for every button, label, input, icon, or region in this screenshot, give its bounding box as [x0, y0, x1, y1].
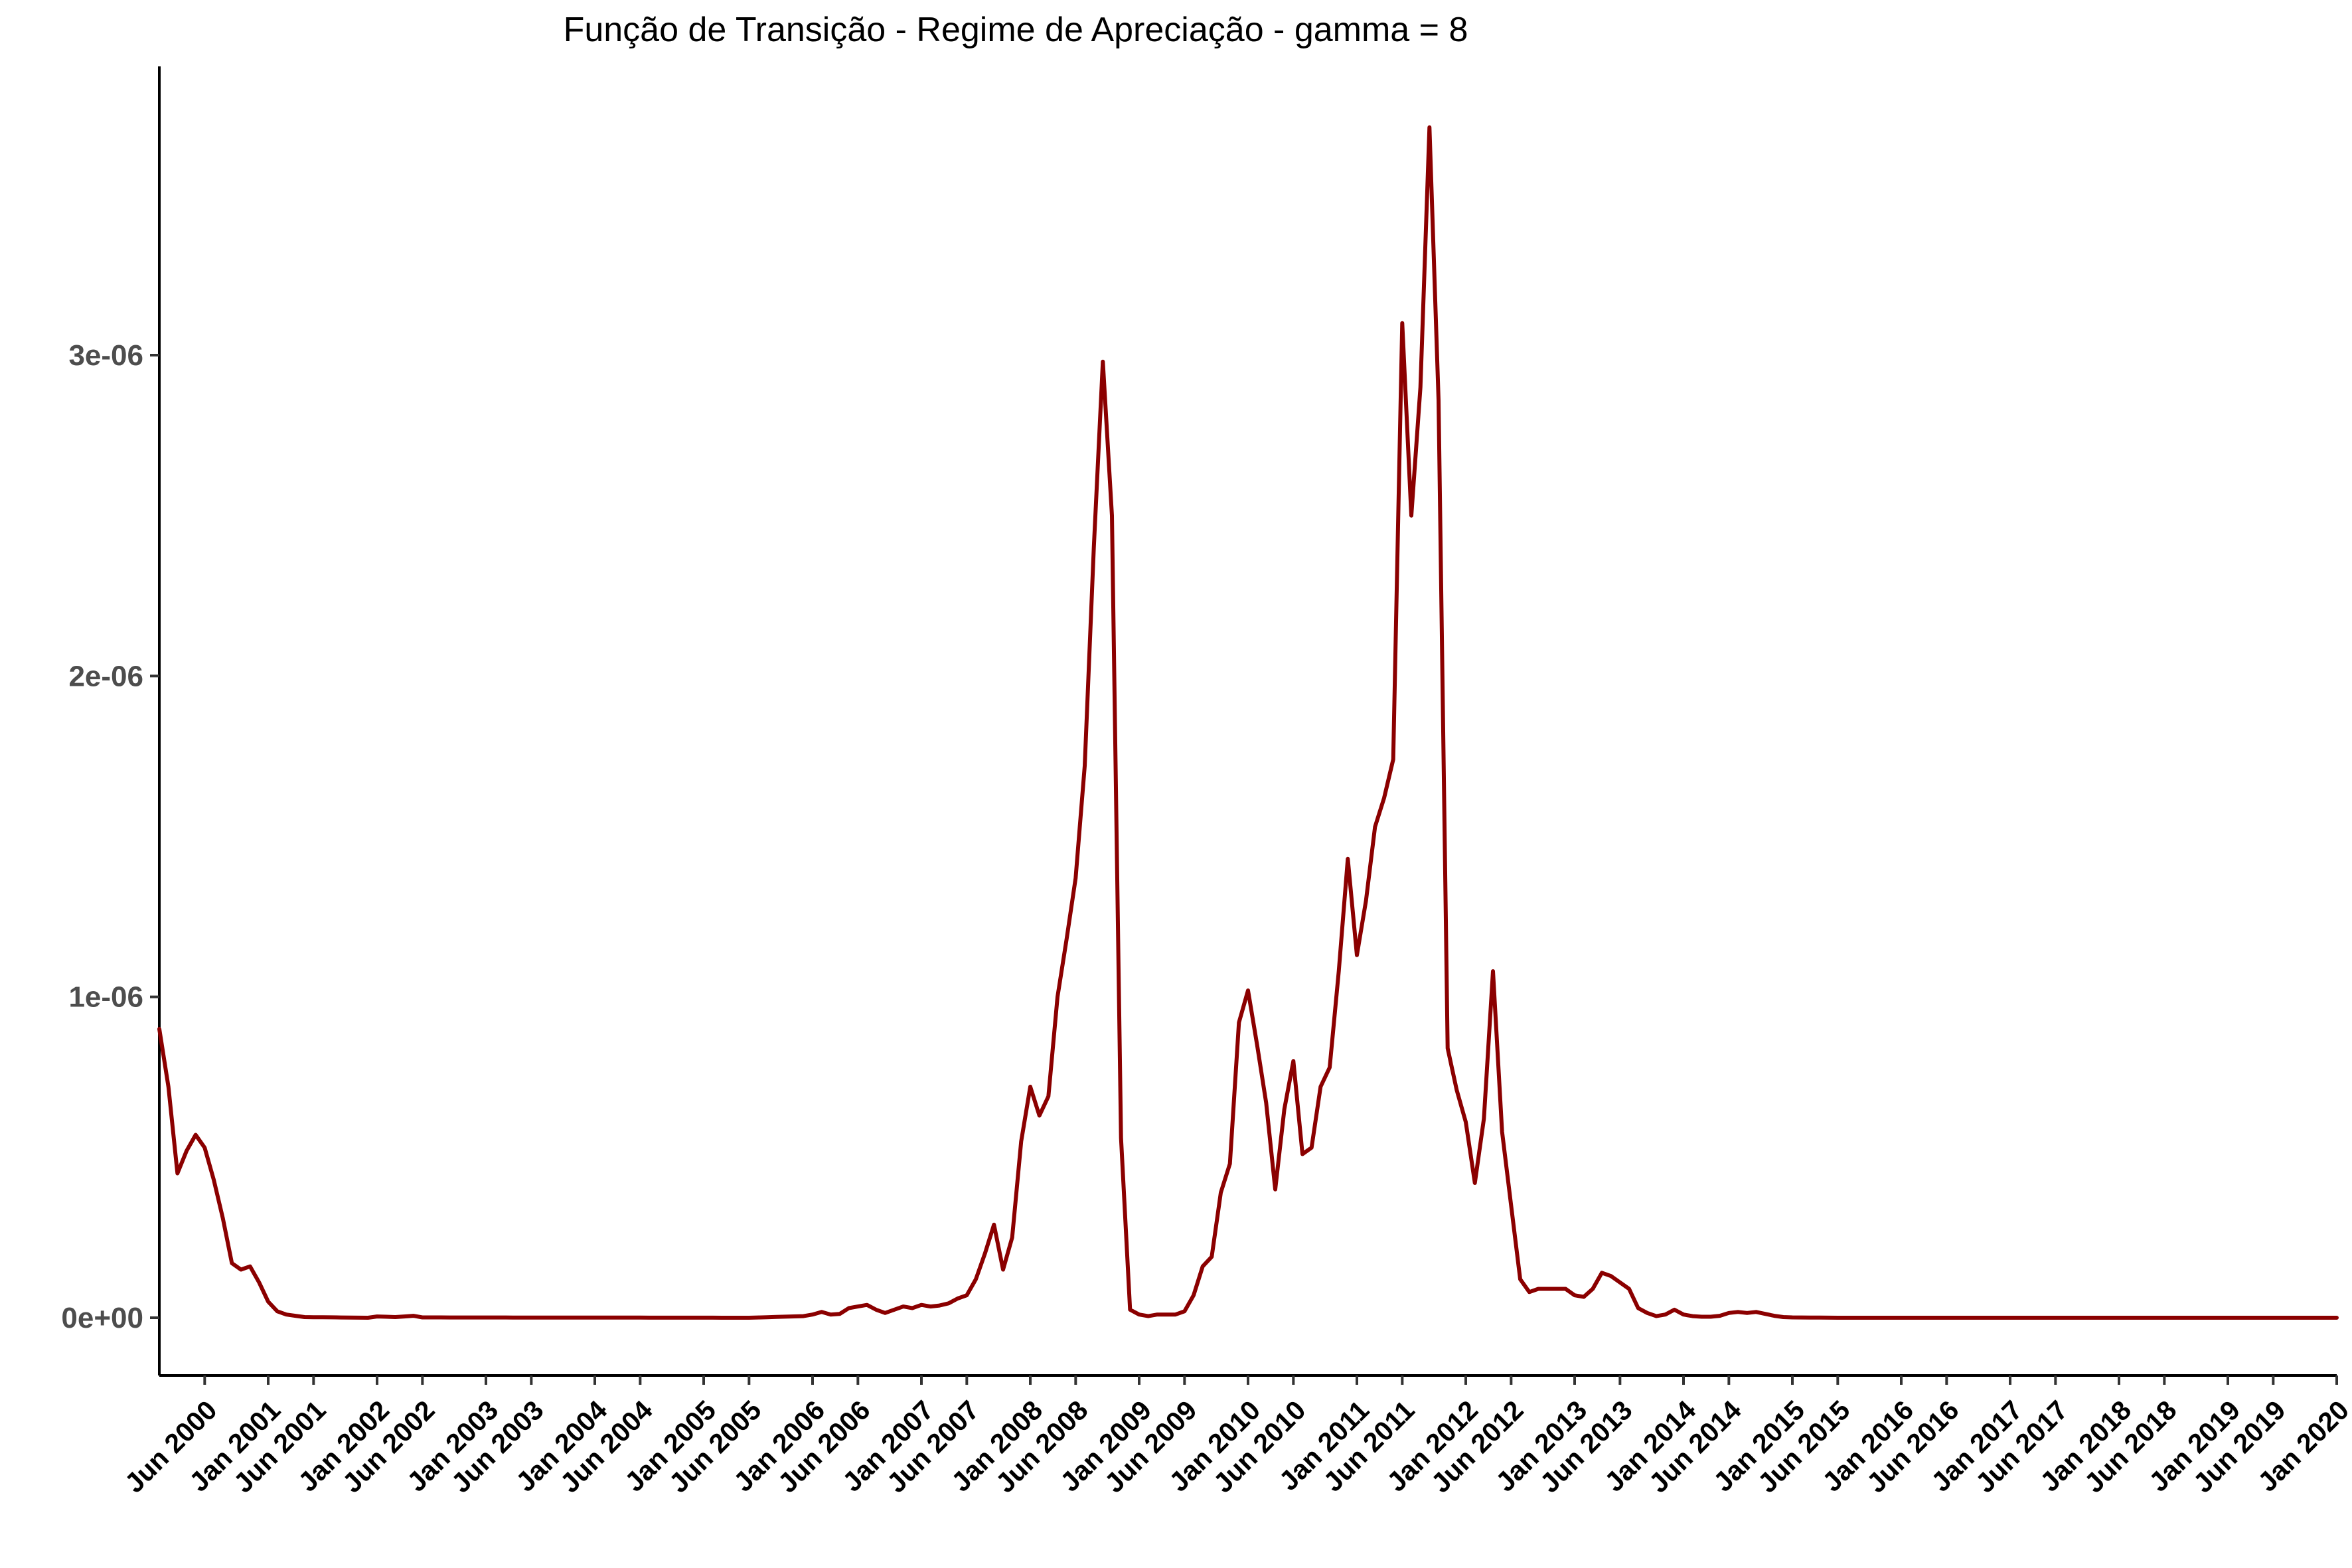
plot-area — [157, 125, 2339, 1320]
y-tick-label: 3e-06 — [68, 339, 143, 372]
series-line — [157, 125, 2339, 1320]
y-tick-label: 0e+00 — [61, 1302, 143, 1334]
chart-title: Função de Transição - Regime de Apreciaç… — [564, 11, 1468, 49]
y-tick-label: 1e-06 — [68, 981, 143, 1014]
y-tick-label: 2e-06 — [68, 660, 143, 692]
y-axis: 0e+00 1e-06 2e-06 3e-06 — [61, 66, 161, 1375]
